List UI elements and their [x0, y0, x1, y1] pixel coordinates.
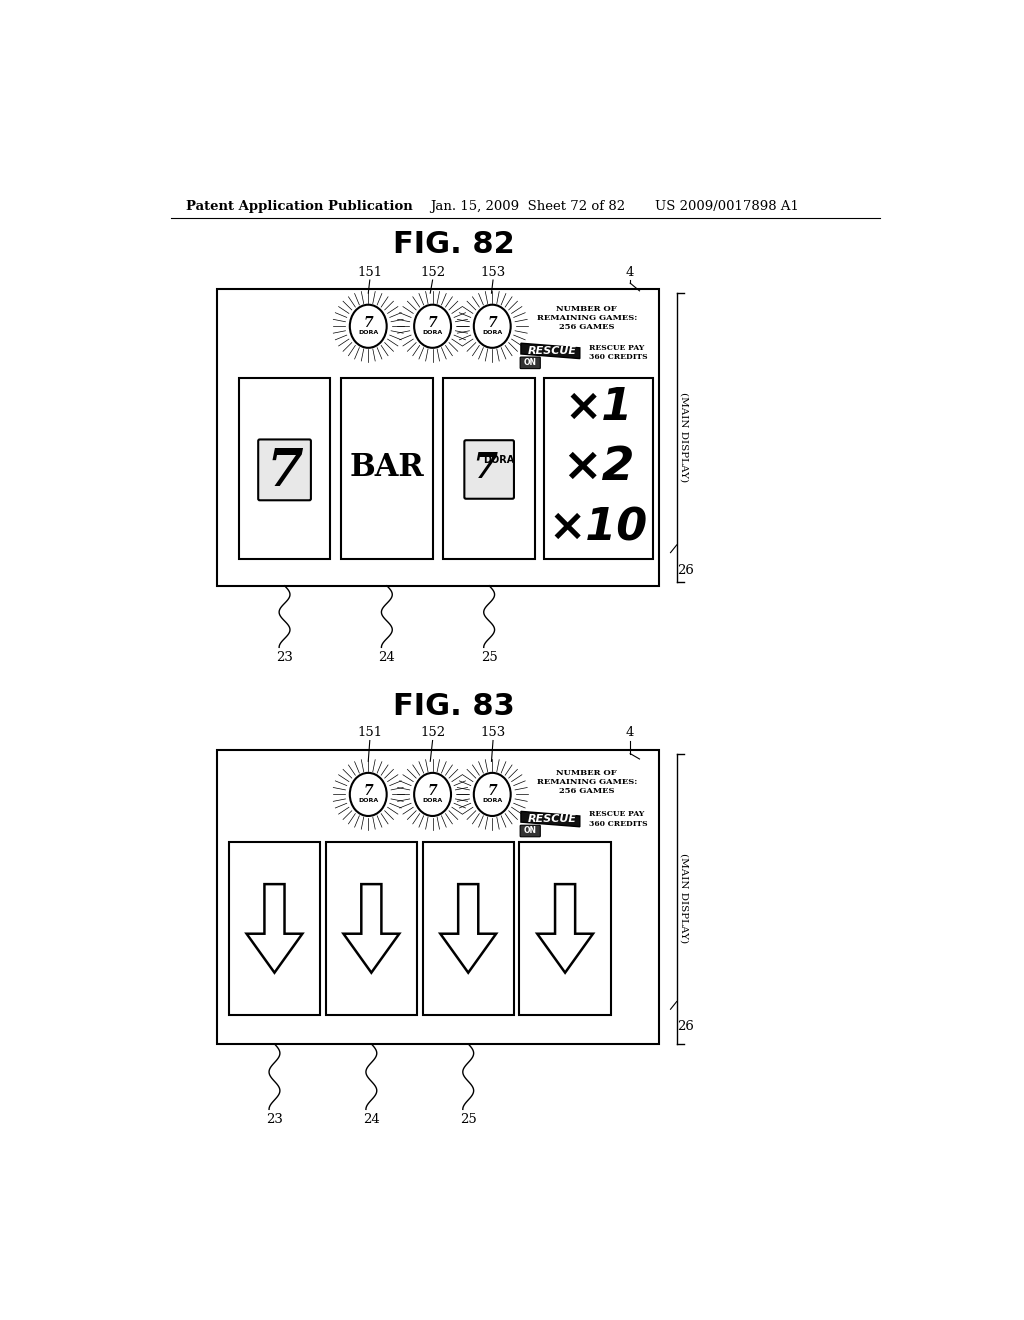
Text: US 2009/0017898 A1: US 2009/0017898 A1: [655, 199, 799, 213]
Text: BAR: BAR: [349, 453, 424, 483]
Bar: [228, 842, 321, 1015]
Polygon shape: [521, 812, 580, 826]
Text: 7: 7: [266, 446, 303, 498]
Text: 151: 151: [357, 265, 382, 279]
Text: NUMBER OF: NUMBER OF: [556, 768, 617, 777]
Text: 153: 153: [480, 265, 506, 279]
Text: DORA: DORA: [482, 799, 503, 803]
Text: RESCUE: RESCUE: [527, 346, 577, 356]
Bar: [423, 842, 514, 1015]
Text: ON: ON: [523, 358, 537, 367]
Text: DORA: DORA: [358, 330, 379, 335]
Bar: [519, 842, 611, 1015]
Text: REMAINING GAMES:: REMAINING GAMES:: [537, 314, 637, 322]
Text: 256 GAMES: 256 GAMES: [559, 787, 614, 796]
Text: 4: 4: [626, 265, 635, 279]
Ellipse shape: [350, 774, 387, 816]
Text: 23: 23: [276, 651, 293, 664]
Bar: [239, 378, 331, 558]
Text: 7: 7: [428, 784, 437, 799]
Text: DORA: DORA: [423, 799, 442, 803]
Text: 7: 7: [364, 784, 373, 799]
FancyBboxPatch shape: [464, 441, 514, 499]
FancyBboxPatch shape: [520, 825, 541, 837]
Polygon shape: [343, 884, 399, 973]
Text: 4: 4: [626, 726, 635, 739]
Text: FIG. 82: FIG. 82: [392, 230, 514, 259]
Text: RESCUE PAY: RESCUE PAY: [589, 810, 644, 818]
Bar: [443, 378, 535, 558]
Text: 7: 7: [487, 317, 497, 330]
Text: 7: 7: [364, 317, 373, 330]
Text: 7: 7: [428, 317, 437, 330]
Text: DORA: DORA: [358, 799, 379, 803]
Text: 24: 24: [379, 651, 395, 664]
Text: 23: 23: [266, 1113, 283, 1126]
Bar: [544, 378, 652, 558]
Text: RESCUE: RESCUE: [527, 814, 577, 824]
Text: 256 GAMES: 256 GAMES: [559, 323, 614, 331]
Text: (MAIN DISPLAY): (MAIN DISPLAY): [680, 853, 689, 944]
Text: RESCUE PAY: RESCUE PAY: [589, 343, 644, 352]
Ellipse shape: [414, 774, 451, 816]
Ellipse shape: [414, 305, 451, 348]
Ellipse shape: [474, 774, 511, 816]
Ellipse shape: [350, 305, 387, 348]
Text: 153: 153: [480, 726, 506, 739]
FancyBboxPatch shape: [258, 440, 311, 500]
Bar: [341, 378, 432, 558]
Text: 360 CREDITS: 360 CREDITS: [589, 352, 648, 362]
Ellipse shape: [474, 305, 511, 348]
Text: 25: 25: [460, 1113, 476, 1126]
Text: DORA: DORA: [483, 455, 514, 465]
Bar: [217, 750, 658, 1044]
Text: ON: ON: [523, 826, 537, 836]
Text: Patent Application Publication: Patent Application Publication: [186, 199, 413, 213]
Text: 25: 25: [481, 651, 498, 664]
Text: (MAIN DISPLAY): (MAIN DISPLAY): [680, 392, 689, 482]
Text: FIG. 83: FIG. 83: [392, 692, 514, 721]
Text: DORA: DORA: [482, 330, 503, 335]
Text: 24: 24: [362, 1113, 380, 1126]
Text: 152: 152: [420, 265, 445, 279]
Text: 360 CREDITS: 360 CREDITS: [589, 820, 648, 828]
Text: ×2: ×2: [562, 445, 635, 491]
Polygon shape: [521, 343, 580, 359]
Polygon shape: [247, 884, 302, 973]
Text: Jan. 15, 2009  Sheet 72 of 82: Jan. 15, 2009 Sheet 72 of 82: [430, 199, 626, 213]
Text: ×10: ×10: [549, 507, 648, 549]
Text: 26: 26: [677, 564, 693, 577]
Bar: [217, 289, 658, 586]
Text: 7: 7: [473, 451, 498, 484]
FancyBboxPatch shape: [520, 358, 541, 368]
Text: 152: 152: [420, 726, 445, 739]
Bar: [326, 842, 417, 1015]
Text: ×1: ×1: [564, 387, 633, 429]
Text: REMAINING GAMES:: REMAINING GAMES:: [537, 777, 637, 787]
Polygon shape: [440, 884, 496, 973]
Text: DORA: DORA: [423, 330, 442, 335]
Text: 26: 26: [677, 1020, 693, 1034]
Text: NUMBER OF: NUMBER OF: [556, 305, 617, 313]
Text: 7: 7: [487, 784, 497, 799]
Text: 151: 151: [357, 726, 382, 739]
Polygon shape: [538, 884, 593, 973]
